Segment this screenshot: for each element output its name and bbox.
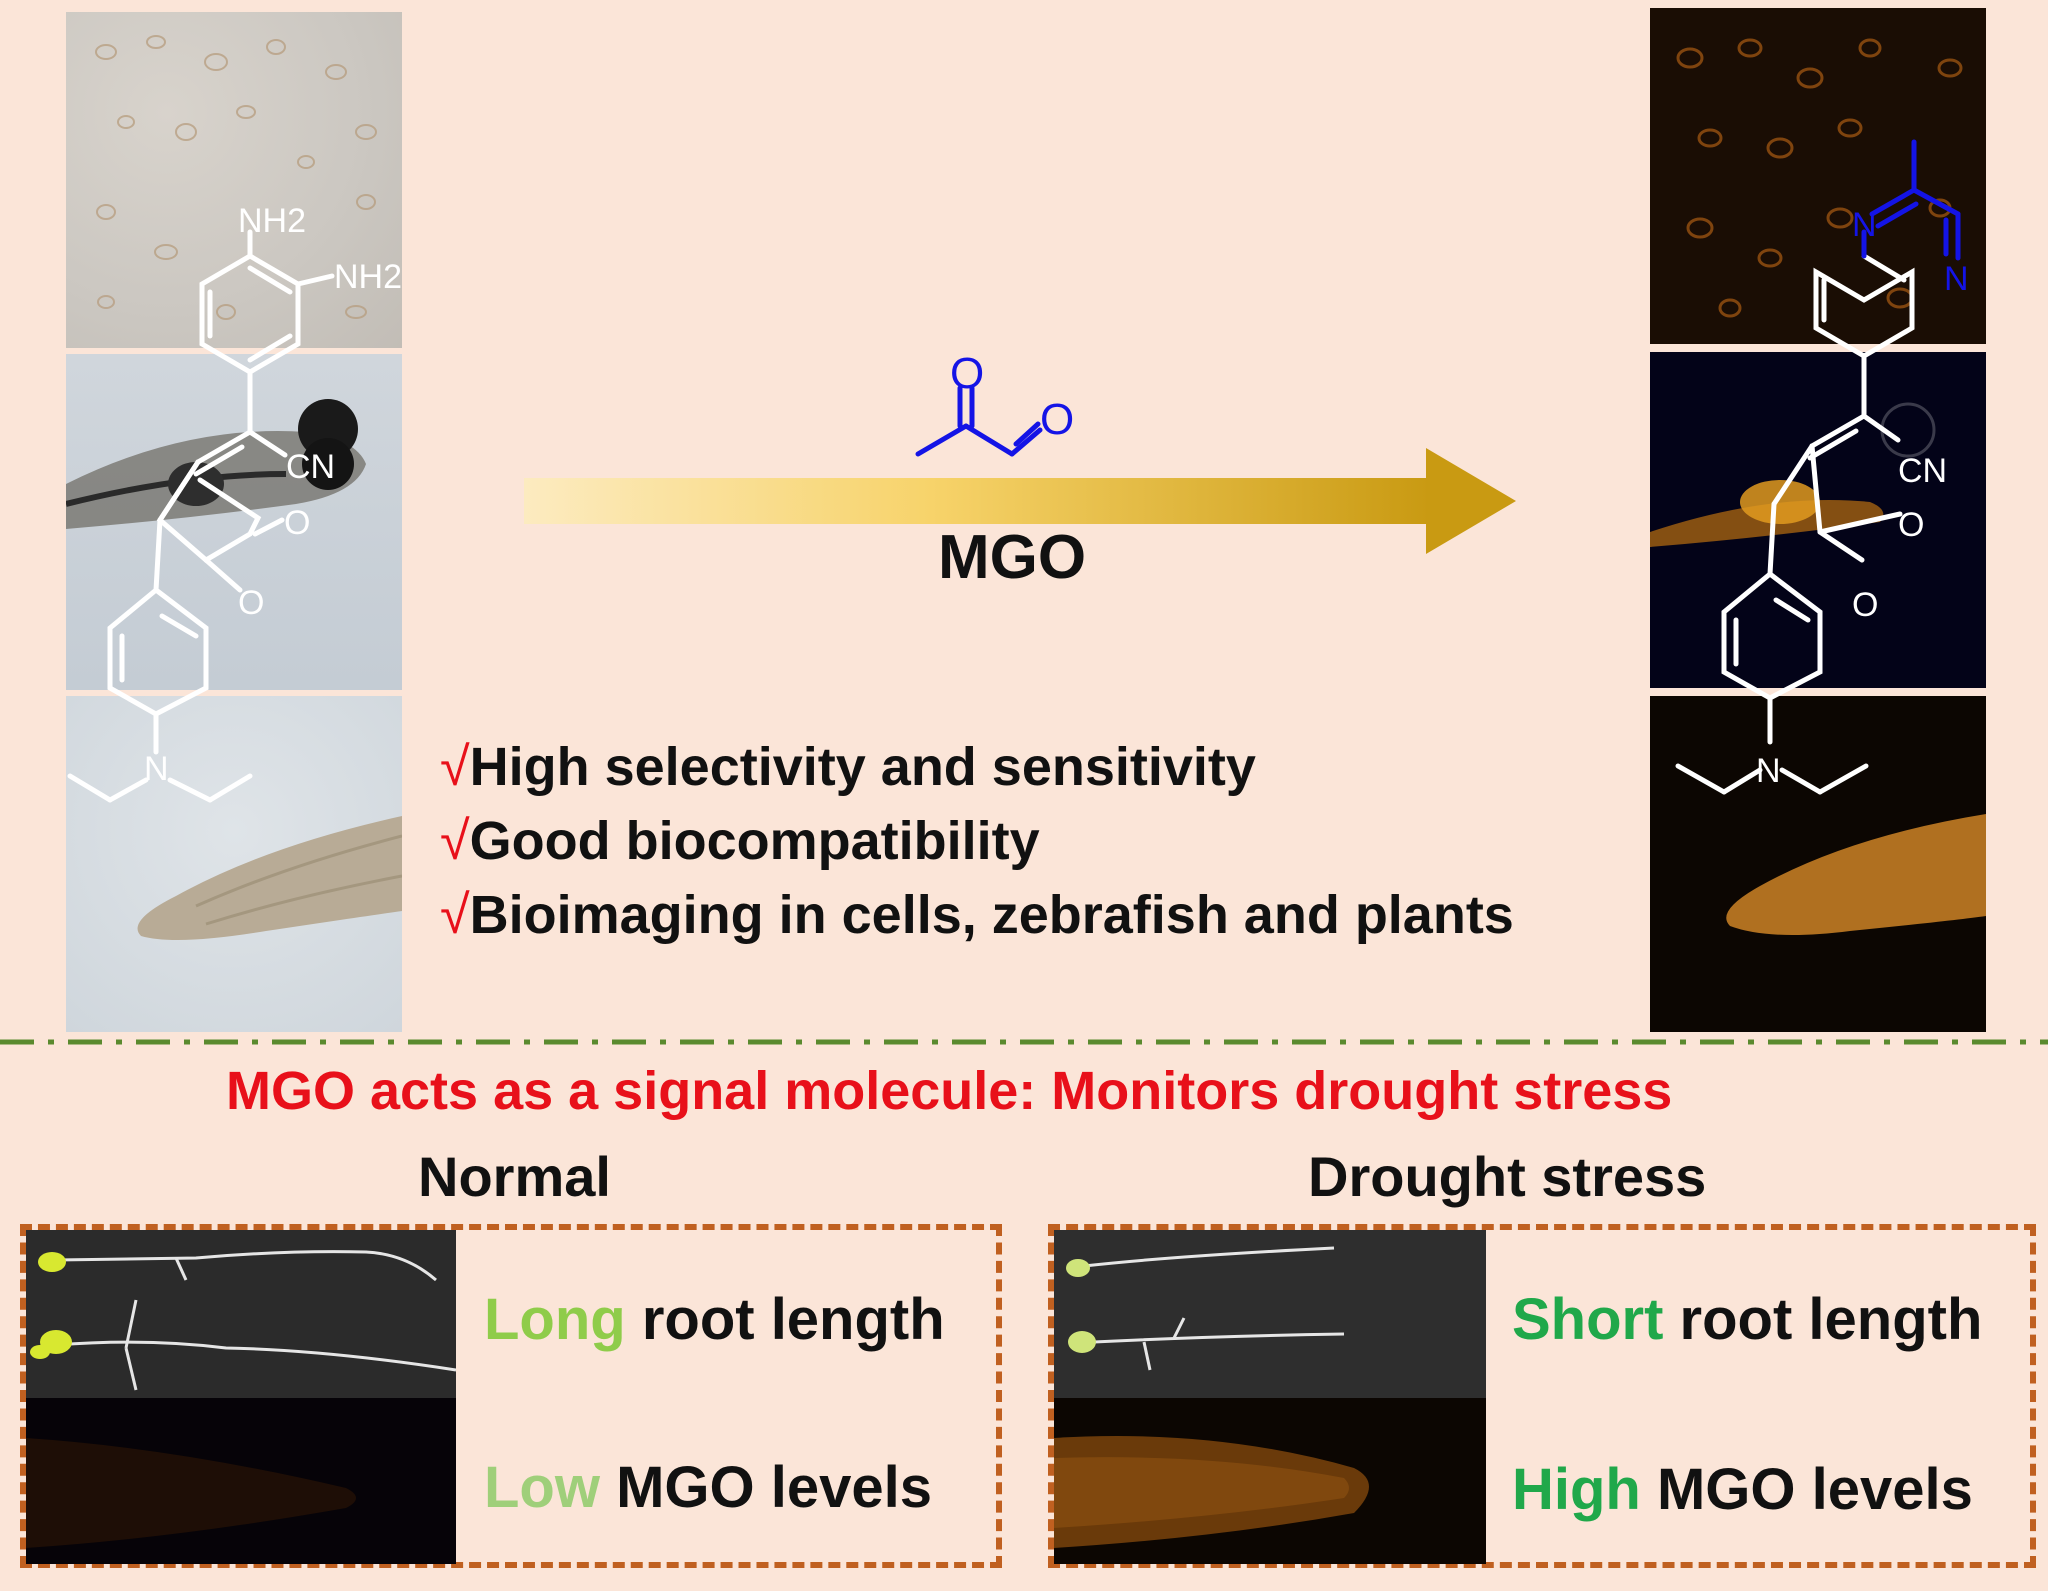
product-structure (1675, 253, 1915, 795)
feature-item: √Bioimaging in cells, zebrafish and plan… (440, 885, 1514, 945)
feature-item: √High selectivity and sensitivity (440, 737, 1256, 797)
normal-mgo-highlight: Low (484, 1455, 600, 1520)
check-icon: √ (440, 737, 470, 797)
product-pyrazine-ring (1861, 139, 1961, 261)
cells-brightfield-image (66, 12, 402, 348)
drought-box (1048, 1224, 2036, 1568)
product-atom-n-right: N (1944, 260, 1969, 298)
probe-atom-n-amine: N (144, 750, 169, 788)
probe-atom-nh2-top: NH2 (238, 202, 306, 240)
reaction-arrow (524, 448, 1516, 554)
feature-item: √Good biocompatibility (440, 811, 1040, 871)
drought-mgo-highlight: High (1512, 1457, 1641, 1522)
product-atom-n-amine: N (1756, 752, 1781, 790)
mgo-structure (915, 385, 1043, 457)
signal-title: MGO acts as a signal molecule: Monitors … (226, 1061, 1673, 1121)
probe-atom-nh2-right: NH2 (334, 258, 402, 296)
check-icon: √ (440, 811, 470, 871)
check-icon: √ (440, 885, 470, 945)
product-atom-n-left: N (1852, 206, 1877, 244)
section-divider (0, 1039, 2048, 1045)
reagent-label: MGO (938, 523, 1087, 592)
probe-atom-cn: CN (286, 448, 335, 486)
normal-root-length-text: Long root length (484, 1287, 945, 1352)
root-tip-brightfield-image (66, 696, 402, 1032)
drought-root-fluorescence-image (1054, 1398, 1486, 1564)
probe-atom-o-carbonyl: O (284, 504, 310, 542)
normal-mgo-levels-text: Low MGO levels (484, 1455, 933, 1520)
mgo-atom-o-ketone: O (950, 349, 984, 398)
normal-seedling-image (26, 1230, 456, 1398)
probe-structure (67, 229, 335, 803)
product-atom-o-carbonyl: O (1898, 506, 1924, 544)
drought-mgo-levels-text: High MGO levels (1512, 1457, 1973, 1522)
molecule-overlay-layer: NH2 NH2 CN O O N (67, 139, 1969, 803)
mgo-atom-o-aldehyde: O (1040, 395, 1074, 444)
normal-root-fluorescence-image (26, 1398, 456, 1564)
drought-root-length-text: Short root length (1512, 1287, 1983, 1352)
probe-atom-o-ring: O (238, 584, 264, 622)
root-tip-fluorescence-image (1650, 696, 1986, 1032)
feature-list: √High selectivity and sensitivity √Good … (440, 730, 1514, 952)
normal-box (20, 1224, 1002, 1568)
normal-root-highlight: Long (484, 1287, 626, 1352)
product-atom-cn: CN (1898, 452, 1947, 490)
normal-heading: Normal (418, 1145, 611, 1208)
drought-seedling-image (1054, 1230, 1486, 1398)
drought-root-highlight: Short (1512, 1287, 1664, 1352)
drought-heading: Drought stress (1308, 1145, 1707, 1208)
product-atom-o-ring: O (1852, 586, 1878, 624)
